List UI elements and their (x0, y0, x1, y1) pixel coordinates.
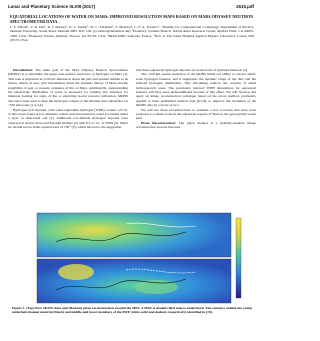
contour (55, 278, 187, 291)
paragraph: that these equatorial hydrogen deposits … (136, 68, 248, 72)
paragraph: The pixon method is a spatially-adaptive… (136, 120, 256, 130)
left-column: Introduction: The main goal of the Mars … (8, 68, 128, 210)
journal-header: Lunar and Planetary Science XLVIII (2017… (8, 4, 96, 9)
hydrogen-region (58, 264, 94, 280)
page: Lunar and Planetary Science XLVIII (2017… (8, 4, 256, 315)
contour (125, 268, 197, 274)
paper-title: EQUATORIAL LOCATIONS OF WATER ON MARS: I… (10, 14, 254, 24)
figure-caption: Figure 1. (Top) Raw MONS data and (Botto… (12, 306, 252, 315)
colorbar (235, 217, 242, 299)
hydrogen-region (134, 280, 178, 294)
contour (125, 222, 197, 228)
contour (55, 231, 187, 243)
paragraph: Hydrogen rich deposits, with water-equiv… (8, 107, 128, 130)
paragraph: We will use these reconstructions to exa… (136, 107, 256, 121)
figure (36, 212, 242, 304)
paragraph: The main goal of the Mars Odyssey Neutro… (8, 68, 128, 108)
paragraph: The ~550 km spatial resolution of the MO… (136, 72, 256, 108)
section-heading: Introduction: (13, 68, 34, 72)
raw-map (36, 212, 232, 258)
section-heading: Pixon Reconstruction: (141, 120, 177, 125)
authors: J. T. Wilson¹, V. R. Eke¹, R. J. Massey¹… (10, 25, 254, 42)
right-column: that these equatorial hydrogen deposits … (136, 68, 256, 210)
page-id: 2615.pdf (236, 4, 254, 9)
